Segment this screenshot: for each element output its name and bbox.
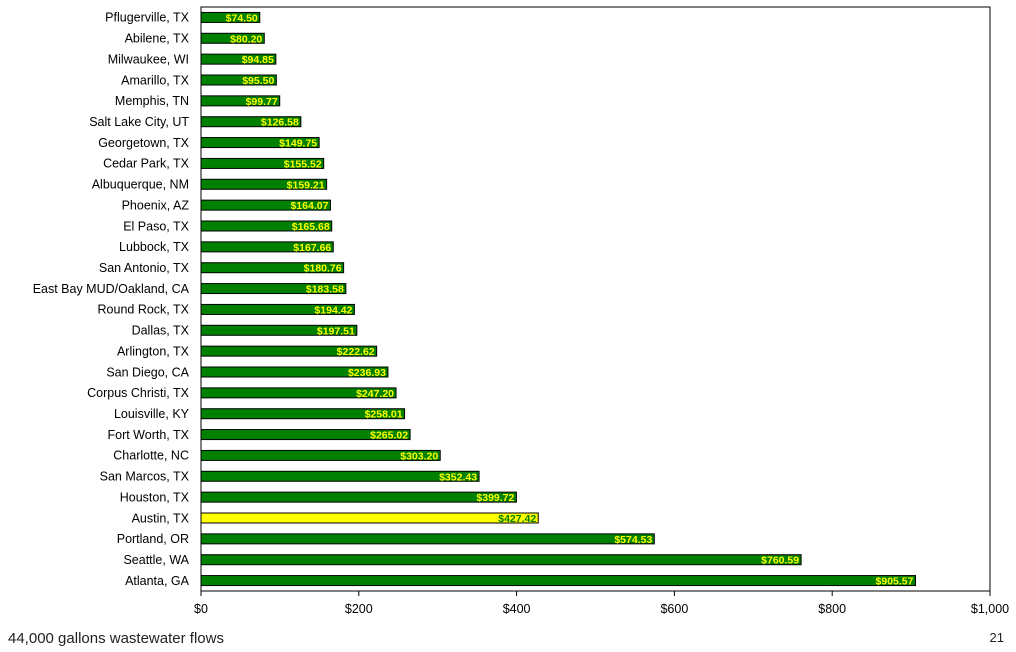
bar — [200, 157, 325, 169]
bar — [200, 178, 328, 190]
x-tick-label: $800 — [818, 602, 846, 616]
bar — [200, 512, 539, 524]
x-axis: $0 $200 $400 $600 $800 $1,000 — [194, 591, 1009, 616]
bar — [200, 470, 480, 482]
value-labels: $74.50 $80.20 $94.85 $95.50 $99.77 $126.58 $14… — [226, 12, 914, 587]
category-label: Georgetown, TX — [98, 136, 189, 150]
value-label: $165.68 — [292, 221, 330, 233]
value-label: $180.76 — [304, 263, 342, 275]
value-label: $265.02 — [370, 430, 408, 442]
category-label: Abilene, TX — [125, 32, 190, 46]
value-label: $94.85 — [242, 54, 274, 66]
category-label: Amarillo, TX — [121, 73, 190, 87]
plot-area — [200, 6, 991, 592]
category-label: Atlanta, GA — [125, 574, 190, 588]
bar — [200, 11, 261, 23]
value-label: $99.77 — [246, 96, 278, 108]
value-label: $159.21 — [287, 179, 325, 191]
x-tick-label: $200 — [345, 602, 373, 616]
category-label: Lubbock, TX — [119, 240, 190, 254]
bar — [200, 554, 802, 566]
category-label: El Paso, TX — [123, 219, 189, 233]
x-tick-label: $1,000 — [971, 602, 1009, 616]
bar — [200, 53, 277, 65]
category-label: East Bay MUD/Oakland, CA — [33, 282, 190, 296]
category-label: Dallas, TX — [132, 324, 190, 338]
bar — [200, 74, 277, 86]
bar — [200, 533, 655, 545]
bar — [200, 491, 517, 503]
category-labels: Pflugerville, TX Abilene, TX Milwaukee, WI… — [33, 11, 190, 588]
bar — [200, 429, 411, 441]
category-label: Pflugerville, TX — [105, 11, 189, 25]
bar — [200, 449, 441, 461]
value-label: $197.51 — [317, 325, 355, 337]
value-label: $236.93 — [348, 367, 386, 379]
value-label: $183.58 — [306, 284, 344, 296]
bar — [200, 324, 358, 336]
bar — [200, 241, 334, 253]
category-label: Houston, TX — [120, 490, 190, 504]
value-label: $574.53 — [614, 534, 652, 546]
value-label: $126.58 — [261, 117, 299, 129]
value-label: $80.20 — [230, 33, 262, 45]
category-label: Memphis, TN — [115, 94, 189, 108]
category-label: Austin, TX — [132, 511, 190, 525]
value-label: $247.20 — [356, 388, 394, 400]
value-label: $222.62 — [337, 346, 375, 358]
x-tick-label: $400 — [503, 602, 531, 616]
value-label: $399.72 — [476, 492, 514, 504]
value-label: $194.42 — [314, 304, 352, 316]
bar — [200, 303, 355, 315]
category-label: Cedar Park, TX — [103, 157, 190, 171]
category-label: Seattle, WA — [123, 553, 189, 567]
value-label: $427.42 — [498, 513, 536, 525]
bar — [200, 366, 389, 378]
category-label: San Antonio, TX — [99, 261, 190, 275]
category-label: Milwaukee, WI — [108, 52, 189, 66]
x-tick-label: $0 — [194, 602, 208, 616]
bar — [200, 283, 347, 295]
bar — [200, 387, 397, 399]
bar — [200, 345, 378, 357]
value-label: $760.59 — [761, 555, 799, 567]
bar — [200, 95, 281, 107]
bar — [200, 32, 265, 44]
value-label: $74.50 — [226, 12, 258, 24]
bar — [200, 116, 302, 128]
category-label: Louisville, KY — [114, 407, 190, 421]
category-label: Phoenix, AZ — [122, 198, 190, 212]
value-label: $164.07 — [290, 200, 328, 212]
bar — [200, 262, 345, 274]
value-label: $167.66 — [293, 242, 331, 254]
category-label: Fort Worth, TX — [107, 428, 189, 442]
bar — [200, 199, 331, 211]
category-label: Albuquerque, NM — [92, 178, 189, 192]
category-label: San Diego, CA — [106, 365, 189, 379]
category-label: Charlotte, NC — [113, 449, 189, 463]
category-label: Portland, OR — [117, 532, 189, 546]
page-number: 21 — [989, 630, 1004, 645]
bars-layer — [200, 11, 916, 587]
x-tick-label: $600 — [660, 602, 688, 616]
bar — [200, 408, 406, 420]
bar-chart: Pflugerville, TX Abilene, TX Milwaukee, WI… — [33, 6, 1009, 616]
category-label: San Marcos, TX — [100, 470, 190, 484]
value-label: $155.52 — [284, 158, 322, 170]
category-label: Arlington, TX — [117, 344, 190, 358]
bar — [200, 220, 333, 232]
category-label: Corpus Christi, TX — [87, 386, 190, 400]
value-label: $352.43 — [439, 471, 477, 483]
bar — [200, 575, 916, 587]
value-label: $303.20 — [400, 450, 438, 462]
value-label: $905.57 — [876, 576, 914, 588]
value-label: $149.75 — [279, 138, 317, 150]
bar — [200, 137, 320, 149]
category-label: Round Rock, TX — [98, 303, 190, 317]
value-label: $258.01 — [365, 409, 403, 421]
value-label: $95.50 — [242, 75, 274, 87]
footer-caption: 44,000 gallons wastewater flows — [8, 630, 224, 647]
category-label: Salt Lake City, UT — [89, 115, 189, 129]
